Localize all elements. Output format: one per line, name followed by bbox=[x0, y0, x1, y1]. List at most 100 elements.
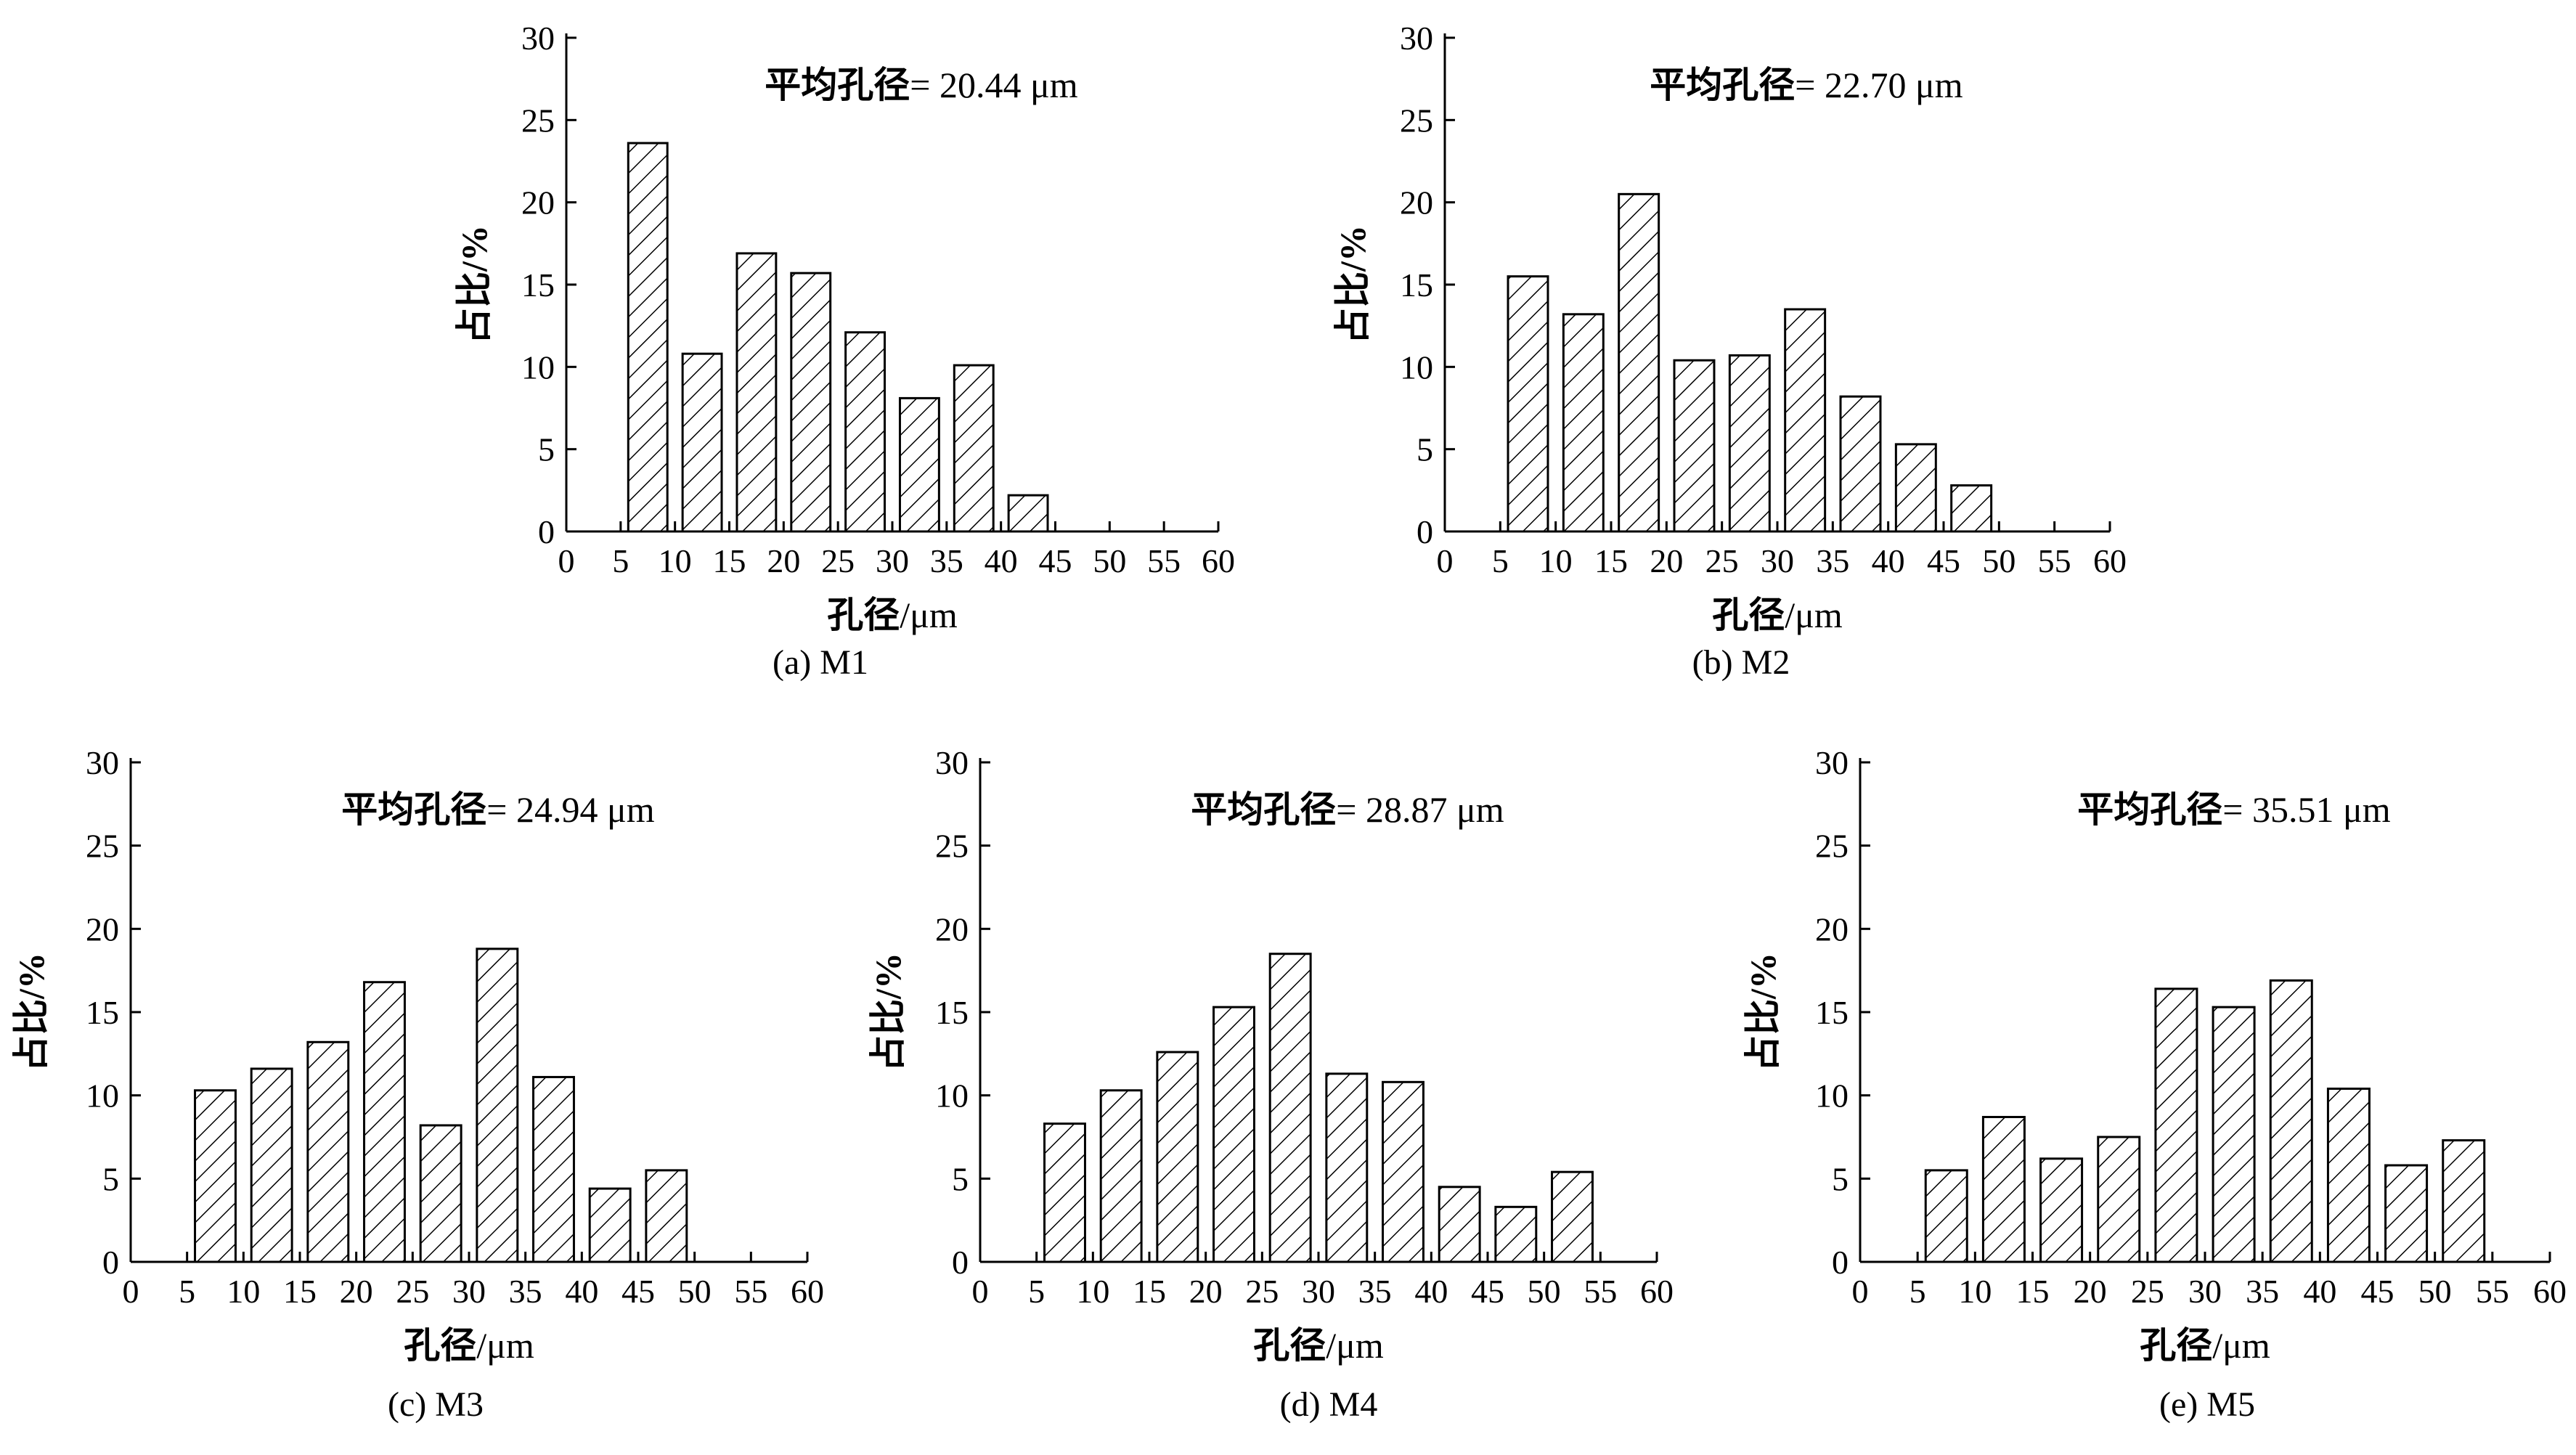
bar bbox=[308, 1042, 349, 1262]
y-tick-label: 20 bbox=[521, 184, 555, 221]
y-tick-label: 25 bbox=[86, 828, 119, 865]
x-tick-label: 50 bbox=[1982, 542, 2015, 579]
y-tick-label: 5 bbox=[1417, 431, 1433, 468]
x-tick-label: 10 bbox=[1539, 542, 1573, 579]
x-axis-title: 孔径/μm bbox=[2140, 1325, 2270, 1366]
chart-panel-4: 0 5 10 15 20 25 30 0 5 10 15 20 25 30 35 40 45 50 55 60 平均孔径… bbox=[868, 744, 1674, 1424]
y-tick-label: 25 bbox=[521, 102, 555, 139]
x-tick-label: 30 bbox=[876, 542, 909, 579]
x-tick-label: 0 bbox=[123, 1273, 139, 1310]
x-tick-label: 60 bbox=[2533, 1273, 2567, 1310]
bar bbox=[1383, 1082, 1424, 1262]
x-axis-title-unit: /μm bbox=[900, 595, 958, 635]
bar bbox=[900, 398, 939, 531]
x-axis-title: 孔径/μm bbox=[1253, 1325, 1384, 1366]
x-tick-label: 40 bbox=[985, 542, 1018, 579]
x-tick-label: 60 bbox=[791, 1273, 824, 1310]
x-tick-label: 50 bbox=[1093, 542, 1126, 579]
bar bbox=[1508, 277, 1548, 531]
bar bbox=[1925, 1170, 1967, 1262]
x-tick-label: 15 bbox=[713, 542, 746, 579]
bar bbox=[534, 1077, 574, 1262]
bar bbox=[2270, 980, 2312, 1262]
x-axis-title-main: 孔径 bbox=[404, 1325, 476, 1366]
y-tick-label: 0 bbox=[538, 513, 555, 550]
annotation-label: 平均孔径 bbox=[1650, 65, 1795, 105]
y-tick-label: 20 bbox=[1400, 184, 1433, 221]
chart-panel-2: 0 5 10 15 20 25 30 0 5 10 15 20 25 30 35 40 45 50 55 60 平均孔径… bbox=[1332, 20, 2127, 682]
mean-pore-annotation: 平均孔径= 22.70 μm bbox=[1650, 65, 1963, 105]
x-tick-label: 50 bbox=[1528, 1273, 1561, 1310]
y-tick-label: 30 bbox=[1400, 20, 1433, 57]
chart-panel-3: 0 5 10 15 20 25 30 0 5 10 15 20 25 30 35 40 45 50 55 60 平均孔径… bbox=[11, 744, 824, 1424]
x-tick-label: 25 bbox=[1705, 542, 1739, 579]
bar bbox=[628, 143, 667, 531]
x-tick-label: 5 bbox=[612, 542, 629, 579]
x-tick-label: 10 bbox=[227, 1273, 260, 1310]
x-tick-label: 0 bbox=[972, 1273, 989, 1310]
y-tick-label: 30 bbox=[1815, 744, 1849, 781]
x-tick-label: 5 bbox=[1492, 542, 1509, 579]
x-tick-label: 30 bbox=[452, 1273, 486, 1310]
bar bbox=[954, 365, 993, 531]
bar bbox=[1952, 486, 1992, 531]
x-axis-title: 孔径/μm bbox=[404, 1325, 534, 1366]
y-tick-label: 5 bbox=[1832, 1160, 1849, 1197]
x-axis-title: 孔径/μm bbox=[1712, 595, 1843, 635]
x-tick-label: 10 bbox=[1958, 1273, 1992, 1310]
bar bbox=[1439, 1187, 1480, 1262]
y-tick-label: 15 bbox=[521, 266, 555, 303]
x-tick-label: 60 bbox=[1640, 1273, 1674, 1310]
y-tick-label: 0 bbox=[952, 1244, 969, 1281]
y-axis-title: 占比/% bbox=[11, 953, 52, 1072]
x-tick-label: 15 bbox=[283, 1273, 317, 1310]
x-tick-label: 20 bbox=[340, 1273, 373, 1310]
bar bbox=[2098, 1137, 2140, 1262]
x-tick-label: 50 bbox=[678, 1273, 712, 1310]
panel-caption: (e) M5 bbox=[2159, 1385, 2255, 1424]
x-tick-label: 35 bbox=[1816, 542, 1849, 579]
x-axis-title-unit: /μm bbox=[1326, 1325, 1384, 1366]
mean-pore-annotation: 平均孔径= 24.94 μm bbox=[341, 789, 655, 830]
x-tick-label: 35 bbox=[1358, 1273, 1392, 1310]
x-tick-label: 15 bbox=[1594, 542, 1628, 579]
y-axis-title: 占比/% bbox=[1332, 225, 1373, 344]
bar bbox=[1326, 1074, 1367, 1262]
x-tick-label: 30 bbox=[2188, 1273, 2222, 1310]
y-tick-label: 10 bbox=[1400, 349, 1433, 386]
bar bbox=[1674, 360, 1714, 531]
annotation-value: = 35.51 μm bbox=[2222, 789, 2391, 830]
y-tick-label: 10 bbox=[86, 1077, 119, 1114]
x-tick-label: 45 bbox=[621, 1273, 655, 1310]
bar bbox=[1008, 495, 1048, 531]
x-tick-label: 5 bbox=[1909, 1273, 1926, 1310]
x-tick-label: 55 bbox=[1147, 542, 1181, 579]
x-tick-label: 25 bbox=[821, 542, 855, 579]
x-axis-title-unit: /μm bbox=[2212, 1325, 2270, 1366]
x-tick-label: 15 bbox=[2016, 1273, 2050, 1310]
y-tick-label: 5 bbox=[538, 431, 555, 468]
annotation-label: 平均孔径 bbox=[765, 65, 910, 105]
bar bbox=[2386, 1165, 2427, 1262]
y-tick-label: 0 bbox=[1417, 513, 1433, 550]
y-tick-label: 25 bbox=[1400, 102, 1433, 139]
x-tick-label: 30 bbox=[1761, 542, 1794, 579]
bar bbox=[590, 1189, 630, 1262]
bar bbox=[1563, 314, 1603, 531]
bar bbox=[1619, 194, 1659, 531]
x-tick-label: 45 bbox=[1927, 542, 1960, 579]
y-tick-label: 15 bbox=[1815, 994, 1849, 1031]
x-tick-label: 60 bbox=[1202, 542, 1235, 579]
x-tick-label: 45 bbox=[2361, 1273, 2394, 1310]
annotation-value: = 22.70 μm bbox=[1795, 65, 1963, 105]
bar bbox=[737, 253, 776, 531]
x-axis-title-unit: /μm bbox=[1785, 595, 1843, 635]
bar bbox=[1983, 1117, 2024, 1262]
y-tick-label: 25 bbox=[935, 828, 969, 865]
bar bbox=[791, 273, 831, 531]
x-tick-label: 25 bbox=[1245, 1273, 1279, 1310]
y-tick-label: 10 bbox=[1815, 1077, 1849, 1114]
bar bbox=[477, 949, 518, 1262]
bar bbox=[2443, 1141, 2485, 1262]
